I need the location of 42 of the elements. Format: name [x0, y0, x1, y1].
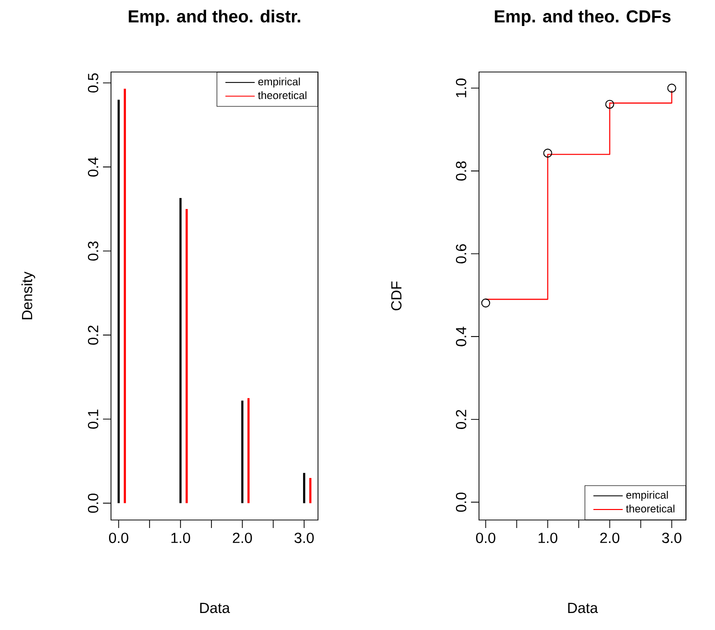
bar — [186, 208, 188, 504]
x-tick-label: 1.0 — [538, 532, 558, 544]
x-axis-title: Data — [200, 602, 230, 614]
x-axis-title: Data — [568, 602, 598, 614]
y-tick-label: 1.0 — [456, 78, 466, 98]
point — [481, 298, 490, 308]
y-axis-title: CDF — [391, 282, 402, 310]
x-tick-label: 3.0 — [294, 532, 314, 544]
bar — [247, 398, 250, 504]
y-tick-label: 0.3 — [88, 241, 98, 261]
y-tick-label: 0.5 — [88, 73, 98, 93]
bar — [118, 100, 120, 504]
y-tick-label: 0.0 — [88, 494, 98, 513]
chart-title: Emp. and theo. distr. — [128, 10, 300, 26]
y-tick-label: 0.1 — [88, 410, 98, 429]
legend-label: theoretical — [626, 504, 674, 512]
bar — [179, 198, 182, 504]
point — [667, 84, 676, 93]
y-axis-title: Density — [22, 272, 36, 320]
point — [543, 148, 552, 158]
x-tick-label: 0.0 — [476, 532, 496, 544]
bar — [241, 400, 244, 504]
bar — [303, 472, 306, 504]
x-tick-label: 3.0 — [662, 532, 682, 544]
legend-label: empirical — [258, 78, 300, 88]
y-tick-label: 0.8 — [456, 161, 466, 181]
x-tick-label: 0.0 — [109, 532, 128, 544]
bar — [309, 478, 312, 504]
y-tick-label: 0.4 — [88, 157, 98, 177]
y-tick-label: 0.2 — [456, 410, 466, 429]
chart-title: Emp. and theo. CDFs — [494, 10, 671, 26]
x-tick-label: 2.0 — [232, 532, 252, 544]
bar — [124, 88, 126, 504]
y-tick-label: 0.2 — [88, 326, 98, 345]
legend-label: theoretical — [258, 91, 306, 100]
y-tick-label: 0.0 — [456, 492, 466, 512]
y-tick-label: 0.6 — [456, 244, 466, 264]
y-tick-label: 0.4 — [456, 326, 466, 346]
point — [605, 100, 614, 109]
x-tick-label: 1.0 — [171, 532, 190, 544]
x-tick-label: 2.0 — [600, 532, 620, 544]
legend-label: empirical — [626, 490, 668, 501]
